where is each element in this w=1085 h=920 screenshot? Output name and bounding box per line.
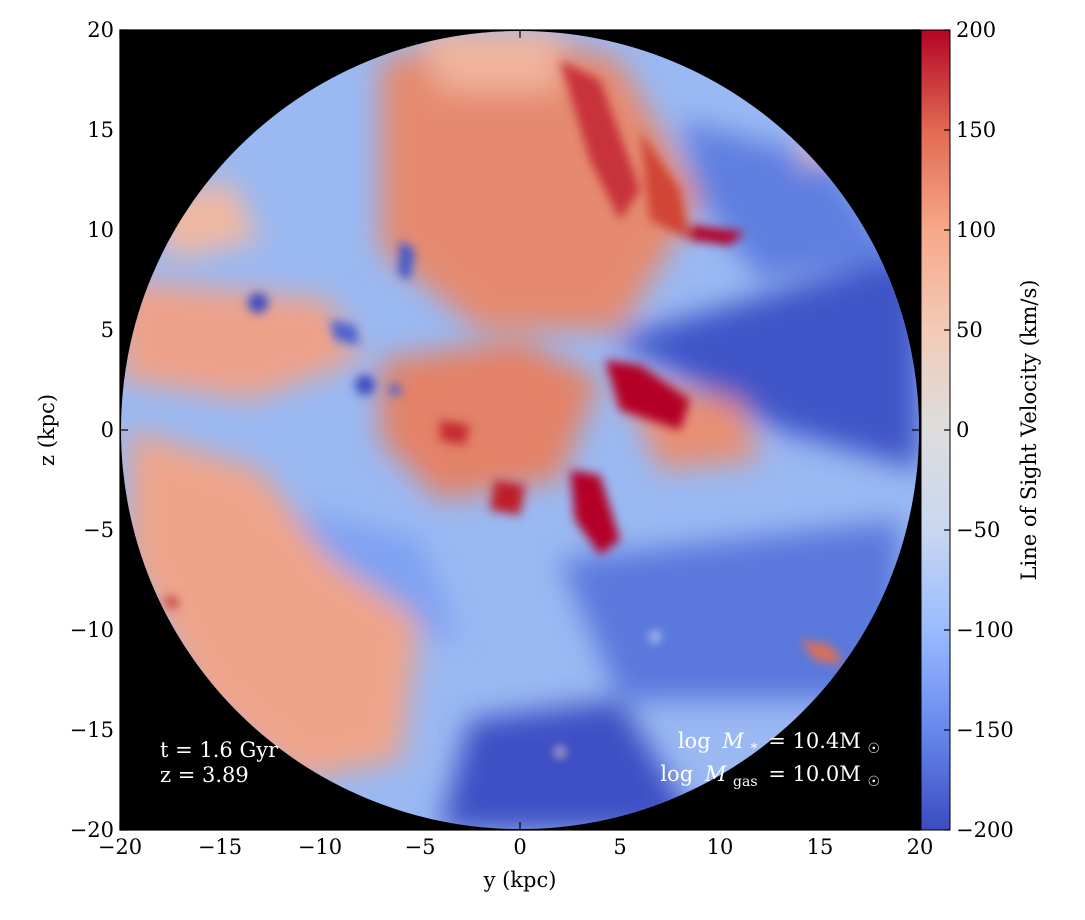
x-tick-label: −10: [298, 835, 342, 859]
colorbar-ticks: 200 150 100 50 0 −50 −100 −150 −200: [944, 18, 1014, 842]
gas-mass-annotation: log M gas = 10.0M ☉: [660, 762, 880, 791]
stellar-mass-subscript: *: [751, 741, 758, 757]
gas-mass-subscript: gas: [733, 774, 758, 790]
red-region-north: [380, 31, 700, 330]
solar-symbol-1: ☉: [867, 741, 880, 757]
x-tick-label: −15: [198, 835, 242, 859]
red-spot-far-southeast: [800, 640, 845, 665]
colorbar-tick-label: −100: [956, 618, 1014, 642]
blue-knot-northwest: [330, 320, 360, 345]
red-spot-southeast: [570, 470, 620, 555]
redshift-annotation: z = 3.89: [160, 763, 249, 787]
stellar-mass-annotation: log M * = 10.4M ☉: [678, 729, 880, 758]
colorbar-tick-label: −150: [956, 718, 1014, 742]
colorbar-tick-label: 150: [956, 118, 996, 142]
colorbar-label: Line of Sight Velocity (km/s): [1017, 280, 1041, 581]
red-spot-east: [605, 360, 690, 430]
blue-knot-center: [389, 384, 401, 396]
y-tick-label: 5: [101, 318, 114, 342]
colorbar-tick-label: −200: [956, 818, 1014, 842]
colorbar-tick-label: −50: [956, 518, 1000, 542]
velocity-field: [121, 31, 919, 829]
x-tick-label: 20: [907, 835, 934, 859]
y-tick-label: −15: [70, 718, 114, 742]
y-axis-label: z (kpc): [35, 394, 59, 466]
y-axis-ticks: 20 15 10 5 0 −5 −10 −15 −20: [70, 18, 920, 842]
x-axis-ticks: −20 −15 −10 −5 0 5 10 15 20: [98, 30, 934, 859]
blue-streak-north: [398, 240, 415, 280]
x-tick-label: 0: [513, 835, 526, 859]
x-tick-label: 15: [807, 835, 834, 859]
y-tick-label: 0: [101, 418, 114, 442]
red-streak-north: [560, 60, 640, 220]
blue-region-south: [440, 700, 700, 829]
blue-knot-center-west: [355, 375, 375, 395]
red-spot-south: [490, 480, 525, 515]
red-region-top: [420, 31, 560, 90]
y-tick-label: 15: [87, 118, 114, 142]
red-region-center: [380, 340, 600, 500]
red-spot-west: [165, 595, 180, 610]
colorbar-tick-label: 200: [956, 18, 996, 42]
gas-mass-log: log: [660, 762, 693, 786]
stellar-mass-log: log: [678, 729, 711, 753]
y-tick-label: −10: [70, 618, 114, 642]
x-tick-label: −20: [98, 835, 142, 859]
x-tick-label: 10: [707, 835, 734, 859]
blue-knot-west: [248, 293, 268, 313]
gas-mass-value: = 10.0M: [768, 762, 861, 786]
colorbar-tick-label: 100: [956, 218, 996, 242]
x-tick-label: 5: [613, 835, 626, 859]
light-knot-south: [555, 747, 565, 757]
red-spot-center: [440, 420, 470, 445]
y-tick-label: 20: [87, 18, 114, 42]
red-streak-north-2: [640, 130, 690, 240]
solar-symbol-2: ☉: [867, 774, 880, 790]
red-region-west: [121, 280, 360, 400]
light-knot-southeast: [650, 632, 660, 642]
stellar-mass-symbol: M: [721, 729, 744, 753]
blue-region-east: [610, 250, 919, 470]
colorbar-tick-label: 50: [956, 318, 983, 342]
red-streak-northeast: [690, 225, 745, 245]
y-tick-label: 10: [87, 218, 114, 242]
y-tick-label: −20: [70, 818, 114, 842]
x-axis-label: y (kpc): [483, 868, 557, 892]
stellar-mass-value: = 10.4M: [768, 729, 861, 753]
colorbar-tick-label: 0: [956, 418, 969, 442]
time-annotation: t = 1.6 Gyr: [160, 738, 279, 762]
y-tick-label: −5: [83, 518, 114, 542]
x-tick-label: −5: [405, 835, 436, 859]
gas-mass-symbol: M: [704, 762, 727, 786]
